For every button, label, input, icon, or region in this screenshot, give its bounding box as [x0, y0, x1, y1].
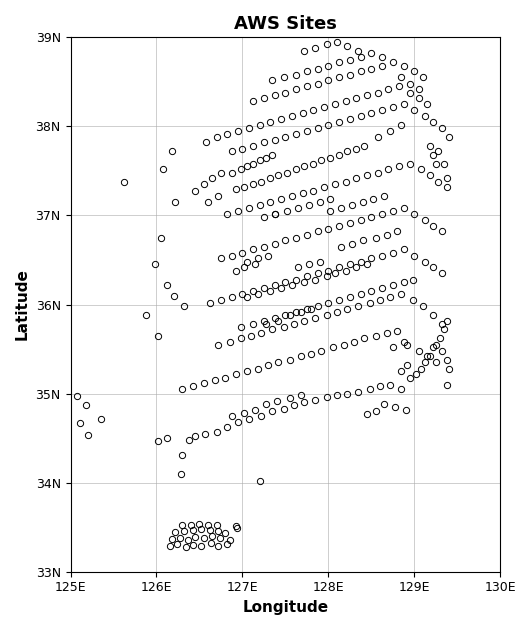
Title: AWS Sites: AWS Sites: [234, 15, 337, 33]
X-axis label: Longitude: Longitude: [242, 600, 328, 615]
Y-axis label: Latitude: Latitude: [15, 268, 30, 340]
